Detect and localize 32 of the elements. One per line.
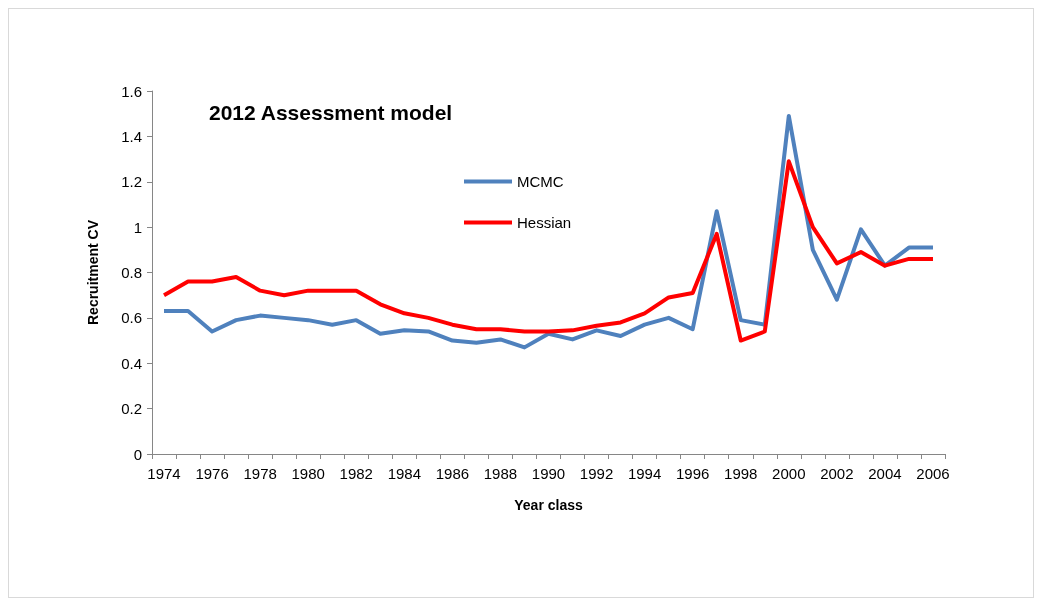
- x-axis-title: Year class: [514, 497, 583, 513]
- x-tick-label: 1986: [435, 465, 470, 482]
- x-tick-label: 1994: [627, 465, 662, 482]
- y-tick-label: 1.4: [121, 127, 142, 145]
- y-tick-label: 1: [133, 218, 142, 236]
- x-tick-label: 1982: [339, 465, 373, 482]
- y-tick-label: 0.6: [121, 309, 142, 327]
- x-tick-label: 1980: [291, 465, 325, 482]
- x-tick-label: 1988: [483, 465, 518, 482]
- y-axis-title: Recruitment CV: [85, 219, 101, 326]
- y-tick-label: 0: [133, 445, 142, 463]
- x-tick-label: 2002: [820, 465, 854, 482]
- x-tick-label: 1974: [147, 465, 181, 482]
- x-tick-label: 1998: [724, 465, 758, 482]
- legend-label: Hessian: [517, 214, 572, 231]
- legend-label: MCMC: [517, 173, 564, 190]
- x-tick-label: 2000: [772, 465, 806, 482]
- x-tick-label: 1978: [243, 465, 277, 482]
- x-tick-label: 1990: [531, 465, 566, 482]
- y-tick-label: 0.4: [121, 354, 142, 372]
- y-tick-label: 1.2: [121, 173, 142, 191]
- x-tick-label: 1992: [579, 465, 614, 482]
- y-tick-label: 1.6: [121, 82, 142, 100]
- line-series: [162, 159, 935, 343]
- x-tick-label: 1976: [195, 465, 229, 482]
- x-tick-label: 1984: [387, 465, 422, 482]
- y-tick-label: 0.2: [121, 400, 142, 418]
- x-tick-label: 1996: [675, 465, 710, 482]
- text: 2012 Assessment model: [209, 101, 453, 124]
- x-tick-label: 2004: [868, 465, 902, 482]
- x-tick-label: 2006: [916, 465, 950, 482]
- y-tick-label: 0.8: [121, 264, 142, 281]
